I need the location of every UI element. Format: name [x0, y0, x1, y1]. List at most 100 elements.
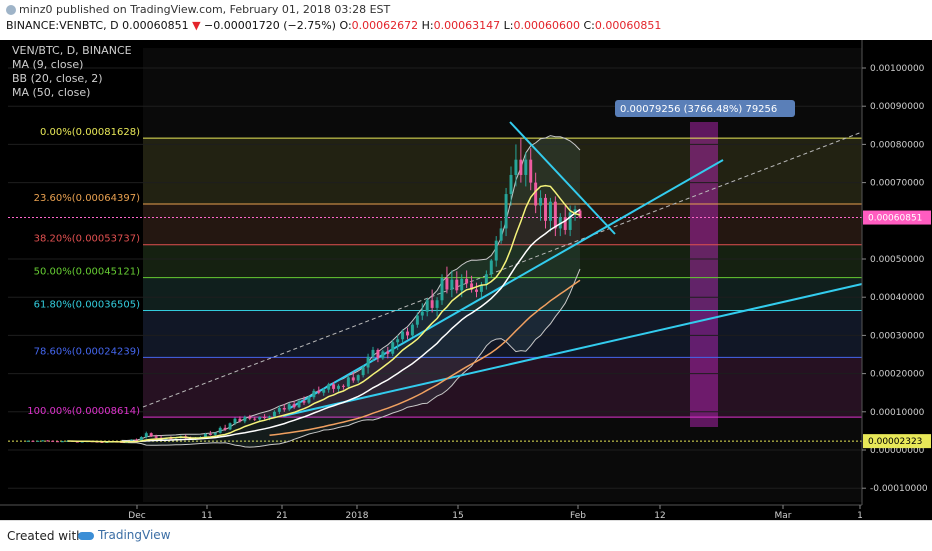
fib-band: [143, 277, 862, 311]
dashed-trend-line: [142, 131, 863, 408]
low-price-badge: [863, 434, 931, 449]
high-label: H:: [421, 19, 434, 32]
low-label: L:: [503, 19, 514, 32]
candle-body: [514, 159, 518, 175]
candle-body: [218, 427, 222, 433]
candle-body: [386, 351, 390, 354]
time-axis: Dec 11 21 2018 15 Feb 12 Mar 1: [0, 504, 863, 521]
tradingview-logo[interactable]: TradingView: [78, 528, 171, 542]
low-value: 0.00060600: [513, 19, 580, 32]
candle-body: [420, 311, 424, 316]
candle-body: [341, 385, 345, 387]
candle-body: [134, 439, 138, 441]
candle-body: [534, 182, 538, 206]
candle-body: [479, 284, 483, 292]
candle-body: [558, 216, 562, 229]
candle-body: [312, 390, 316, 398]
fib-bands: [143, 48, 862, 502]
candle-body: [425, 300, 429, 312]
close-value: 0.00060851: [594, 19, 662, 32]
candle-body: [223, 427, 227, 430]
candle-body: [31, 440, 35, 442]
candle-body: [489, 260, 493, 275]
candle-body: [548, 201, 552, 221]
fib-label: 0.00%(0.00081628): [40, 127, 140, 138]
falling-trend-line: [509, 121, 616, 235]
candle-body: [144, 433, 148, 438]
candle-body: [440, 278, 444, 301]
candle-body: [203, 433, 207, 438]
time-tick-label: Mar: [775, 511, 792, 520]
chart-area[interactable]: 0.00100000 0.00090000 0.00080000 0.00070000…: [0, 40, 932, 521]
legend-ma50[interactable]: MA (50, close): [12, 86, 90, 99]
candlestick-chart[interactable]: 0.00100000 0.00090000 0.00080000 0.00070000…: [0, 40, 932, 521]
candle-body: [470, 283, 474, 290]
projection-shade: [143, 48, 862, 502]
candle-body: [75, 441, 79, 443]
tradingview-brand: TradingView: [98, 528, 171, 542]
candle-body: [455, 279, 459, 291]
candle-body: [435, 300, 439, 308]
footer: Created with TradingView: [0, 520, 932, 551]
candle-body: [41, 440, 45, 442]
candle-body: [36, 440, 40, 442]
legend-ma9[interactable]: MA (9, close): [12, 58, 83, 71]
time-zone-highlight: [690, 122, 718, 427]
fib-label: 78.60%(0.00024239): [34, 346, 140, 357]
candle-body: [494, 240, 498, 261]
candle-body: [415, 315, 419, 325]
bollinger-bands: [121, 135, 581, 448]
candle-body: [371, 349, 375, 357]
fib-band: [143, 138, 862, 205]
candle-body: [268, 416, 271, 418]
candle-body: [465, 278, 469, 284]
publish-line: minz0 published on TradingView.com, Febr…: [6, 3, 390, 16]
candle-body: [169, 438, 173, 440]
candle-body: [272, 411, 276, 417]
candle-body: [563, 216, 567, 230]
candle-body: [445, 278, 449, 290]
time-tick-label: 15: [452, 511, 463, 520]
high-value: 0.00063147: [433, 19, 501, 32]
candle-body: [553, 201, 557, 229]
long-trend-line: [282, 283, 863, 417]
avatar-icon: [6, 5, 16, 15]
open-label: O:: [339, 19, 352, 32]
fib-band: [143, 310, 862, 358]
candle-body: [578, 210, 582, 218]
candle-body: [248, 416, 252, 419]
candle-body: [509, 174, 513, 195]
author-link[interactable]: minz0: [19, 3, 53, 16]
ma50-line: [269, 279, 581, 437]
candle-body: [406, 331, 409, 336]
candle-body: [297, 401, 301, 408]
fib-band: [143, 357, 862, 418]
candle-body: [475, 289, 478, 292]
price-tick-label: 0.00070000: [870, 179, 925, 189]
candle-body: [292, 404, 296, 408]
candle-body: [351, 377, 355, 381]
chart-header: minz0 published on TradingView.com, Febr…: [0, 0, 932, 40]
price-tick-label: 0.00050000: [870, 255, 925, 265]
moving-averages: [67, 184, 581, 443]
candle-body: [346, 377, 350, 387]
created-with-text: Created with: [7, 529, 84, 543]
candle-body: [139, 437, 143, 441]
down-arrow-icon: ▼: [192, 19, 201, 32]
open-value: 0.00062672: [351, 19, 419, 32]
price-tick-label: 0.00030000: [870, 331, 925, 341]
price-axis: 0.00100000 0.00090000 0.00080000 0.00070000…: [861, 40, 931, 505]
legend-bb[interactable]: BB (20, close, 2): [12, 72, 103, 85]
candle-body: [460, 278, 464, 291]
candle-body: [56, 441, 60, 443]
price-tick-label: 0.00010000: [870, 408, 925, 418]
tradingview-cloud-icon: [78, 531, 94, 540]
ma20-line: [121, 208, 581, 443]
candle-body: [573, 209, 577, 213]
candle-body: [149, 433, 153, 437]
measure-label: 0.00079256 (3766.48%) 79256: [620, 104, 777, 115]
candle-body: [233, 418, 237, 424]
ohlc-line: BINANCE:VENBTC, D 0.00060851 ▼ −0.000017…: [6, 19, 661, 32]
candle-body: [356, 375, 360, 381]
candle-body: [337, 385, 340, 389]
